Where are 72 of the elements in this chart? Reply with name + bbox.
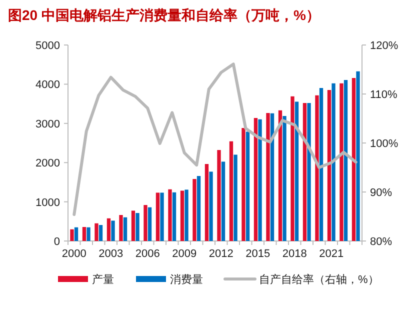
bar: [136, 213, 140, 241]
bar: [144, 205, 148, 241]
bar: [94, 223, 98, 241]
y2-tick-label: 80%: [370, 236, 392, 248]
bar: [98, 225, 103, 241]
bar: [344, 80, 348, 241]
y-tick-label: 3000: [36, 118, 60, 130]
bar: [204, 164, 209, 241]
line-series: [72, 62, 358, 216]
bar: [123, 217, 128, 241]
bar: [315, 95, 319, 241]
bar: [196, 176, 201, 241]
bar: [254, 118, 258, 241]
bar: [119, 215, 123, 241]
bar: [229, 141, 234, 241]
bar: [192, 178, 196, 241]
bar: [294, 102, 299, 241]
y2-tick-label: 90%: [370, 187, 392, 199]
y-tick-label: 4000: [36, 79, 60, 92]
y-tick-label: 0: [54, 236, 60, 248]
bar: [332, 83, 336, 241]
bar: [258, 119, 262, 241]
y2-tick-label: 120%: [370, 40, 398, 52]
bar: [74, 227, 78, 241]
bar: [86, 227, 90, 241]
bar: [278, 110, 282, 241]
x-tick-label: 2009: [172, 248, 197, 260]
x-tick-label: 2015: [246, 248, 270, 260]
bar: [131, 210, 136, 241]
bar: [111, 220, 115, 241]
x-tick-label: 2006: [135, 248, 160, 260]
bar: [282, 116, 286, 241]
legend-label: 消费量: [170, 273, 203, 286]
bar: [327, 90, 332, 241]
bar: [290, 96, 294, 241]
bar: [217, 150, 221, 241]
bar: [340, 83, 344, 241]
bar: [106, 218, 111, 241]
bar: [156, 192, 160, 241]
bar: [356, 71, 360, 241]
bar: [352, 78, 356, 241]
y2-tick-label: 100%: [370, 138, 398, 150]
legend-label: 产量: [92, 273, 114, 286]
bar: [270, 113, 274, 241]
bar: [242, 128, 246, 241]
bar: [160, 192, 164, 241]
bar: [180, 190, 184, 241]
legend-label: 自产自给率（右轴，%）: [259, 273, 379, 286]
bar: [168, 189, 172, 241]
bar: [184, 190, 188, 241]
y-tick-label: 5000: [36, 40, 60, 52]
bar: [172, 192, 176, 241]
bar: [307, 103, 311, 241]
bar: [221, 162, 226, 241]
y2-tick-label: 110%: [370, 89, 398, 101]
x-tick-label: 2018: [282, 248, 307, 260]
y-tick-label: 2000: [36, 158, 60, 170]
x-tick-label: 2021: [319, 248, 344, 260]
bar: [266, 113, 270, 241]
chart-title: 图20 中国电解铝生产消费量和自给率（万吨，%）: [8, 7, 320, 23]
x-tick-label: 2003: [98, 248, 124, 260]
bar: [246, 132, 250, 241]
bar: [82, 227, 86, 241]
bar: [209, 172, 213, 241]
x-tick-label: 2012: [208, 248, 234, 260]
bar: [319, 88, 324, 241]
x-tick-label: 2000: [62, 248, 86, 260]
bar: [70, 229, 74, 241]
bar: [148, 207, 152, 241]
bar: [302, 103, 307, 241]
bar: [234, 154, 238, 241]
y-tick-label: 1000: [36, 196, 60, 209]
